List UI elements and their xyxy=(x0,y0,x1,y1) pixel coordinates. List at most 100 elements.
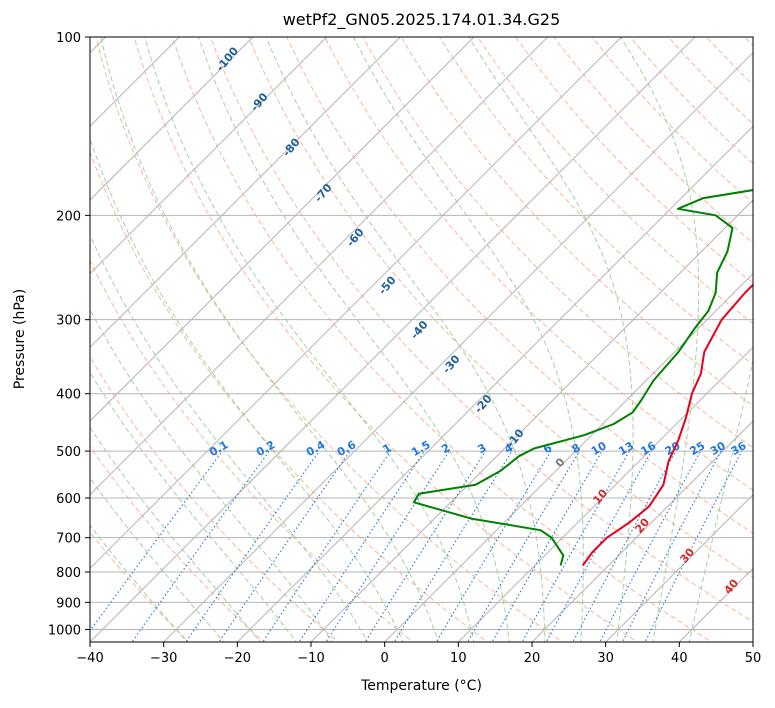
moist-adiabat xyxy=(90,308,333,642)
mixing-ratio-label: 1.5 xyxy=(409,438,432,459)
dry-adiabat-label: -30 xyxy=(440,352,463,376)
mixing-ratio-line xyxy=(325,450,450,642)
dry-adiabat xyxy=(209,37,753,623)
mixing-ratio-label: 3 xyxy=(475,441,488,456)
moist-adiabat xyxy=(90,426,261,642)
x-tick-label: 50 xyxy=(745,651,762,666)
isotherm-line xyxy=(457,346,753,642)
dry-adiabat xyxy=(90,445,265,642)
moist-adiabat-label: 10 xyxy=(590,486,610,506)
isotherm-line xyxy=(90,37,549,496)
x-axis-label: Temperature (°C) xyxy=(361,678,482,694)
dry-adiabat xyxy=(324,37,753,491)
dry-adiabat xyxy=(362,37,753,449)
mixing-ratio-line xyxy=(644,450,743,642)
y-tick-label: 1000 xyxy=(48,623,81,638)
x-tick-label: 20 xyxy=(524,651,541,666)
dry-adiabat-label: -50 xyxy=(376,273,399,297)
mixing-ratio-label: 0.2 xyxy=(254,438,277,459)
x-tick-label: 30 xyxy=(597,651,614,666)
isotherm-line xyxy=(236,125,753,642)
dry-adiabat xyxy=(553,37,753,244)
mixing-ratio-line xyxy=(466,450,580,642)
mixing-ratio-line xyxy=(599,450,701,642)
dry-adiabat xyxy=(286,37,753,534)
mixing-ratio-label: 8 xyxy=(570,441,583,456)
isotherm-line xyxy=(531,420,753,642)
moist-adiabat xyxy=(353,37,584,642)
dry-adiabat-label: -70 xyxy=(312,181,335,205)
dry-adiabat xyxy=(90,531,190,642)
mixing-ratio-line xyxy=(364,450,486,642)
moist-adiabat xyxy=(90,233,369,642)
mixing-ratio-label: 20 xyxy=(663,439,683,458)
y-tick-label: 400 xyxy=(56,388,81,403)
moist-adiabat xyxy=(198,37,510,642)
y-axis-label: Pressure (hPa) xyxy=(12,288,28,390)
mixing-ratio-line xyxy=(90,450,223,632)
chart-title: wetPf2_GN05.2025.174.01.34.G25 xyxy=(282,10,561,29)
mixing-ratio-line xyxy=(298,450,425,642)
mixing-ratio-label: 0.4 xyxy=(304,438,328,459)
moist-adiabat-label: 40 xyxy=(721,576,741,596)
y-tick-label: 100 xyxy=(56,31,81,46)
temperature-trace xyxy=(581,283,753,567)
x-tick-label: −10 xyxy=(297,651,324,666)
mixing-ratio-line xyxy=(131,450,270,642)
dry-adiabat xyxy=(591,37,753,204)
isotherm-line xyxy=(752,641,753,642)
dry-adiabat-label: -40 xyxy=(408,318,431,342)
y-tick-label: 600 xyxy=(56,492,81,507)
dry-adiabat xyxy=(667,37,753,125)
moist-adiabat xyxy=(90,371,297,642)
moist-adiabat xyxy=(265,37,546,642)
dry-adiabat xyxy=(95,37,564,642)
isotherm-line xyxy=(90,37,696,642)
moist-adiabat-label: 0 xyxy=(553,455,568,469)
y-tick-label: 500 xyxy=(56,445,81,460)
dry-adiabat-label: -90 xyxy=(248,90,271,114)
x-tick-label: −40 xyxy=(76,651,103,666)
mixing-ratio-line xyxy=(621,450,722,642)
x-tick-label: −30 xyxy=(150,651,177,666)
dry-adiabat xyxy=(171,37,713,642)
moist-adiabat xyxy=(100,37,440,642)
y-tick-label: 200 xyxy=(56,209,81,224)
dry-adiabat xyxy=(90,259,414,642)
y-tick-label: 900 xyxy=(56,596,81,611)
mixing-ratio-label: 25 xyxy=(688,439,708,458)
moist-adiabat xyxy=(90,136,404,642)
isotherm-line xyxy=(90,37,254,201)
isotherm-line xyxy=(90,37,622,570)
moist-adiabat xyxy=(144,37,475,642)
y-tick-label: 300 xyxy=(56,314,81,329)
mixing-ratio-line xyxy=(218,450,351,642)
mixing-ratio-line xyxy=(185,450,320,642)
mixing-ratio-label: 2 xyxy=(439,441,452,456)
moist-adiabat xyxy=(90,477,225,642)
dry-adiabat xyxy=(90,356,340,642)
mixing-ratio-line xyxy=(393,450,513,642)
isotherm-line xyxy=(90,37,328,275)
dewpoint-trace xyxy=(412,189,753,566)
mixing-ratio-label: 0.1 xyxy=(207,438,230,459)
moist-adiabat xyxy=(688,358,753,642)
plot-area: 0.1 0.2 0.4 0.6 1 1.5 2 3 4 6 8 10 13 16 20 25 30 36-100-… xyxy=(90,24,775,645)
isotherm-line xyxy=(90,37,401,349)
moist-adiabat-label: 30 xyxy=(677,545,697,565)
dry-adiabat-label: -100 xyxy=(213,44,241,74)
dry-adiabat xyxy=(705,37,753,86)
dry-adiabat xyxy=(744,37,753,47)
isotherm-line xyxy=(90,37,475,422)
plot-frame xyxy=(89,36,754,643)
dry-adiabat xyxy=(438,37,753,366)
mixing-ratio-label: 10 xyxy=(589,439,609,458)
y-tick-label: 700 xyxy=(56,532,81,547)
dry-adiabat-label: -60 xyxy=(344,226,367,250)
moist-adiabat xyxy=(468,37,634,642)
dry-adiabat xyxy=(248,37,753,578)
dry-adiabat xyxy=(770,24,775,645)
x-tick-label: 10 xyxy=(450,651,467,666)
dry-adiabat xyxy=(90,150,489,642)
